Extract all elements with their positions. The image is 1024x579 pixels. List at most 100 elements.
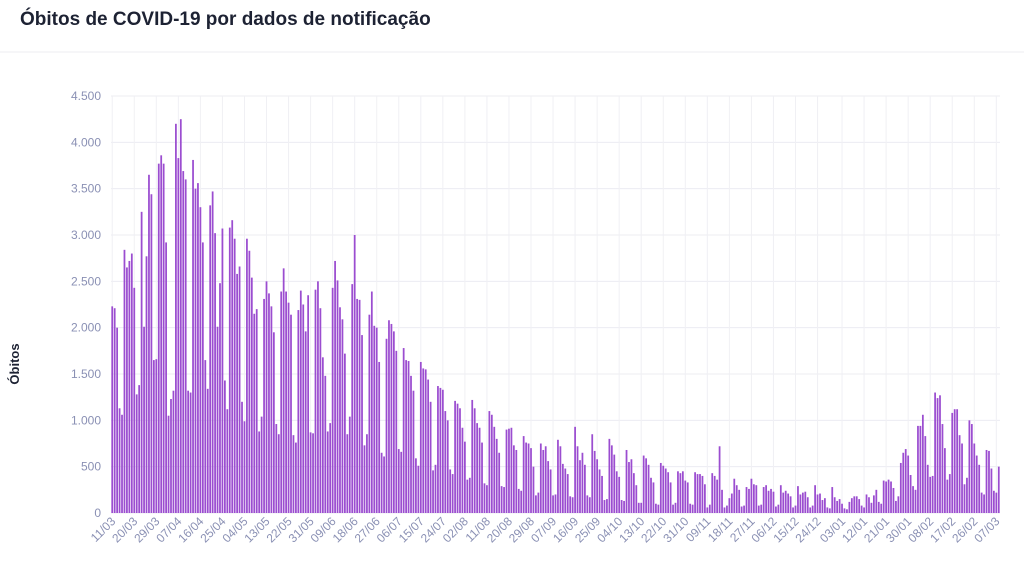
bar [439,387,442,513]
bar [576,446,579,513]
bar [956,409,959,513]
bar [233,238,236,513]
bar [850,498,853,513]
bar [177,158,180,513]
bar [601,475,603,513]
bar [782,492,785,513]
bar [794,505,797,513]
bar [770,488,772,513]
bar [902,452,905,513]
bar [966,477,968,513]
bar [640,502,643,513]
bar [708,504,711,513]
bar [334,260,336,513]
bar [336,280,339,513]
bar [432,470,434,513]
bar [904,449,907,513]
bar [209,205,212,513]
bar [669,482,672,513]
bar [887,479,890,513]
bar [268,293,270,513]
bar [985,449,988,513]
bar [890,481,892,513]
bar [630,459,633,513]
bar [155,359,158,513]
bar [253,313,256,513]
bar [397,449,400,513]
bar [512,445,515,513]
bar [978,464,981,513]
bar [929,476,932,513]
bar [118,408,121,513]
bar [368,314,371,513]
bar [748,488,750,513]
y-tick-label: 2.000 [71,321,101,335]
bar [341,319,344,513]
bar [961,443,963,513]
bar [113,308,116,513]
bar [241,401,243,513]
bar [801,492,804,513]
bar [356,298,359,513]
bar [441,389,444,513]
bar [295,442,297,513]
bar [407,361,410,513]
bar [160,155,163,513]
bar [659,462,662,513]
bar [824,498,826,513]
bar [975,455,978,513]
bar [765,485,767,513]
bar [686,482,689,513]
bar [809,507,812,513]
bar [121,414,123,513]
bar [182,171,185,513]
bar [419,361,422,513]
bar [948,474,951,513]
bar [287,302,290,513]
bar [819,493,821,513]
bar [495,438,498,513]
bar [228,227,231,513]
bar [170,399,172,513]
bar [762,487,765,513]
bar [126,267,128,513]
bar [361,335,363,513]
bar [988,450,990,513]
bar [537,492,540,513]
bar [711,473,714,513]
bar [997,466,1000,513]
bar [733,478,736,513]
bar [860,505,863,513]
bar [517,488,520,513]
bar [219,283,221,513]
bar [473,408,476,513]
bar [872,495,875,513]
bar [713,475,716,513]
bar [828,508,831,513]
bar [613,454,616,513]
bar [140,211,143,514]
bar [877,501,880,513]
bar [385,338,388,513]
bar [282,268,285,513]
bar [459,408,461,513]
bar [133,287,136,513]
bar [657,504,660,513]
bar [392,331,395,513]
bar [704,484,706,513]
bar [892,487,895,513]
bar [684,480,687,513]
bar [618,476,621,513]
bar [772,491,775,513]
bar [388,320,390,513]
y-tick-label: 2.500 [71,274,101,288]
bar [324,375,327,513]
bar [175,123,177,514]
bar [899,462,902,513]
bar [375,327,378,513]
bar [792,507,794,513]
bar [128,260,131,513]
y-tick-label: 4.500 [71,89,101,103]
bar [645,458,647,513]
bar [581,452,584,513]
